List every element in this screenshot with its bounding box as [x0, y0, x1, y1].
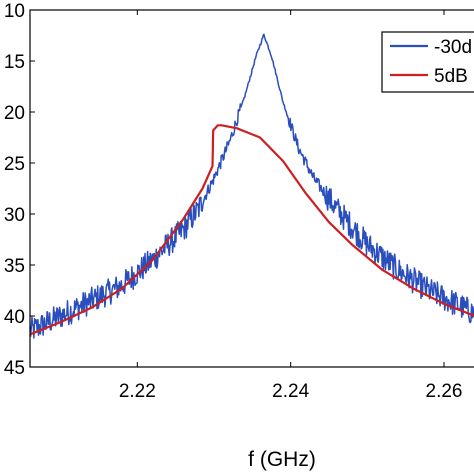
y-tick-label: 25	[4, 154, 25, 175]
legend: -30d 5dB	[381, 31, 474, 93]
legend-box	[381, 31, 474, 93]
series-layer	[29, 33, 474, 339]
y-tick-label: 35	[4, 256, 25, 277]
x-tick-label: 2.22	[119, 381, 156, 402]
y-tick-label: 20	[4, 103, 25, 124]
series-line-2	[29, 124, 474, 336]
y-tick-label: 30	[4, 205, 25, 226]
legend-label-series-1: -30d	[434, 37, 472, 58]
plot-frame	[29, 9, 474, 368]
legend-label-series-2: 5dB	[434, 66, 468, 87]
series-line-1	[29, 33, 474, 339]
y-tick-label: 45	[4, 358, 25, 379]
ticks-layer: 2.22 2.24 2.26 10 15 20 25 30 35 40 45	[4, 1, 463, 402]
x-axis-title: f (GHz)	[248, 448, 316, 471]
y-tick-label: 40	[4, 307, 25, 328]
x-tick-label: 2.26	[426, 381, 463, 402]
y-tick-label: 15	[4, 52, 25, 73]
y-tick-label: 10	[4, 1, 25, 22]
x-tick-label: 2.24	[272, 381, 309, 402]
